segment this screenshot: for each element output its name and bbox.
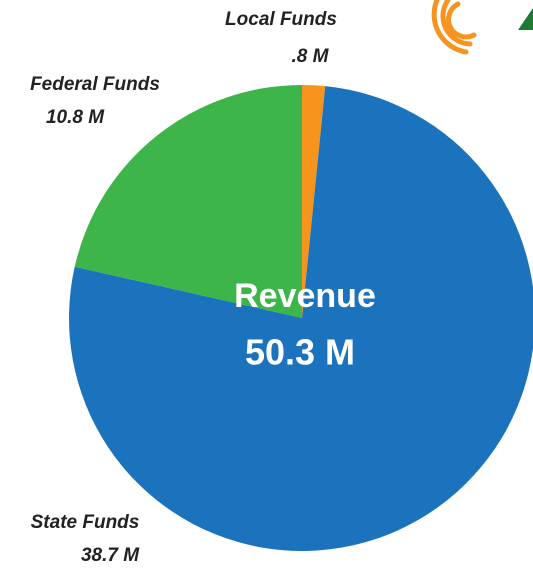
slice-name: Federal Funds [30,74,160,95]
slice-name: State Funds [31,512,140,533]
slice-name: Local Funds [225,9,337,30]
slice-value-label: 38.7 M [81,545,140,566]
center-total: 50.3 M [245,332,355,373]
slice-value-label: 10.8 M [46,107,105,128]
slice-value-label: .8 M [292,46,330,67]
pie-slice [69,86,533,551]
center-title: Revenue [234,277,376,315]
logo [431,0,533,55]
pie-slice [302,85,326,318]
pie-slice [74,85,302,318]
